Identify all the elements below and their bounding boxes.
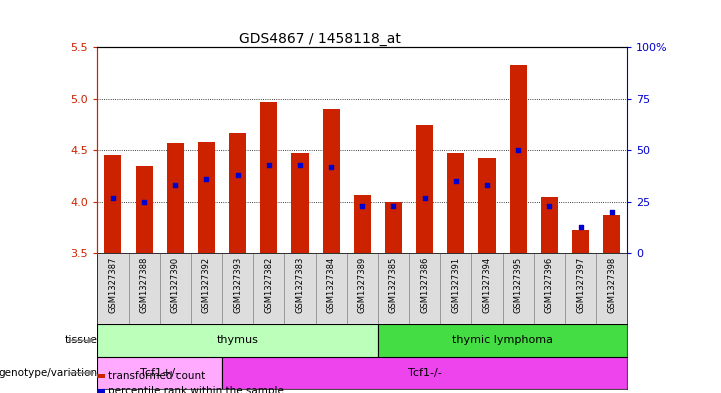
- Bar: [385, 202, 402, 253]
- Point: [356, 203, 368, 209]
- Text: GSM1327386: GSM1327386: [420, 257, 429, 313]
- Point: [200, 176, 212, 182]
- Bar: [105, 156, 122, 253]
- Bar: [409, 253, 441, 324]
- Point: [107, 195, 119, 201]
- Text: GSM1327393: GSM1327393: [233, 257, 242, 313]
- Text: Tcf1+/-: Tcf1+/-: [140, 368, 180, 378]
- Text: GSM1327395: GSM1327395: [513, 257, 523, 313]
- Point: [606, 209, 617, 215]
- Point: [325, 163, 337, 170]
- Bar: [354, 195, 371, 253]
- Bar: [416, 125, 433, 253]
- Bar: [191, 253, 222, 324]
- Text: GSM1327389: GSM1327389: [358, 257, 367, 313]
- Point: [263, 162, 275, 168]
- Text: GSM1327396: GSM1327396: [545, 257, 554, 313]
- Point: [513, 147, 524, 153]
- Bar: [534, 253, 565, 324]
- Text: GSM1327385: GSM1327385: [389, 257, 398, 313]
- Text: GSM1327383: GSM1327383: [296, 257, 304, 313]
- Text: thymic lymphoma: thymic lymphoma: [452, 336, 553, 345]
- Bar: [565, 253, 596, 324]
- Text: Tcf1-/-: Tcf1-/-: [408, 368, 441, 378]
- Bar: [316, 253, 347, 324]
- Bar: [167, 143, 184, 253]
- Point: [544, 203, 555, 209]
- Bar: [229, 133, 246, 253]
- Bar: [541, 197, 558, 253]
- Text: GSM1327388: GSM1327388: [140, 257, 149, 313]
- Bar: [97, 253, 128, 324]
- Bar: [347, 253, 378, 324]
- Text: transformed count: transformed count: [108, 371, 205, 381]
- Bar: [322, 109, 340, 253]
- Text: GSM1327391: GSM1327391: [451, 257, 460, 313]
- Text: percentile rank within the sample: percentile rank within the sample: [108, 386, 284, 393]
- Bar: [447, 153, 464, 253]
- Bar: [97, 357, 222, 389]
- Bar: [596, 253, 627, 324]
- Text: thymus: thymus: [217, 336, 259, 345]
- Bar: [378, 253, 409, 324]
- Bar: [378, 324, 627, 357]
- Bar: [222, 357, 627, 389]
- Text: GSM1327398: GSM1327398: [607, 257, 616, 313]
- Text: genotype/variation: genotype/variation: [0, 368, 97, 378]
- Point: [294, 162, 306, 168]
- Bar: [291, 153, 309, 253]
- Bar: [253, 253, 284, 324]
- Text: tissue: tissue: [64, 336, 97, 345]
- Point: [388, 203, 399, 209]
- Point: [575, 224, 586, 230]
- Bar: [159, 253, 191, 324]
- Bar: [198, 142, 215, 253]
- Point: [138, 199, 150, 205]
- Title: GDS4867 / 1458118_at: GDS4867 / 1458118_at: [239, 32, 401, 46]
- Bar: [260, 102, 278, 253]
- Bar: [503, 253, 534, 324]
- Point: [232, 172, 244, 178]
- Bar: [510, 65, 527, 253]
- Bar: [284, 253, 316, 324]
- Bar: [479, 158, 495, 253]
- Point: [481, 182, 492, 189]
- Text: GSM1327397: GSM1327397: [576, 257, 585, 313]
- Text: GSM1327387: GSM1327387: [108, 257, 118, 313]
- Point: [419, 195, 430, 201]
- Text: GSM1327390: GSM1327390: [171, 257, 180, 313]
- Bar: [97, 324, 378, 357]
- Bar: [572, 230, 589, 253]
- Bar: [603, 215, 620, 253]
- Bar: [222, 253, 253, 324]
- Text: GSM1327382: GSM1327382: [265, 257, 273, 313]
- Text: GSM1327384: GSM1327384: [327, 257, 336, 313]
- Point: [169, 182, 181, 189]
- Bar: [472, 253, 503, 324]
- Text: GSM1327392: GSM1327392: [202, 257, 211, 313]
- Bar: [136, 166, 153, 253]
- Point: [450, 178, 461, 184]
- Bar: [128, 253, 159, 324]
- Bar: [441, 253, 472, 324]
- Text: GSM1327394: GSM1327394: [482, 257, 492, 313]
